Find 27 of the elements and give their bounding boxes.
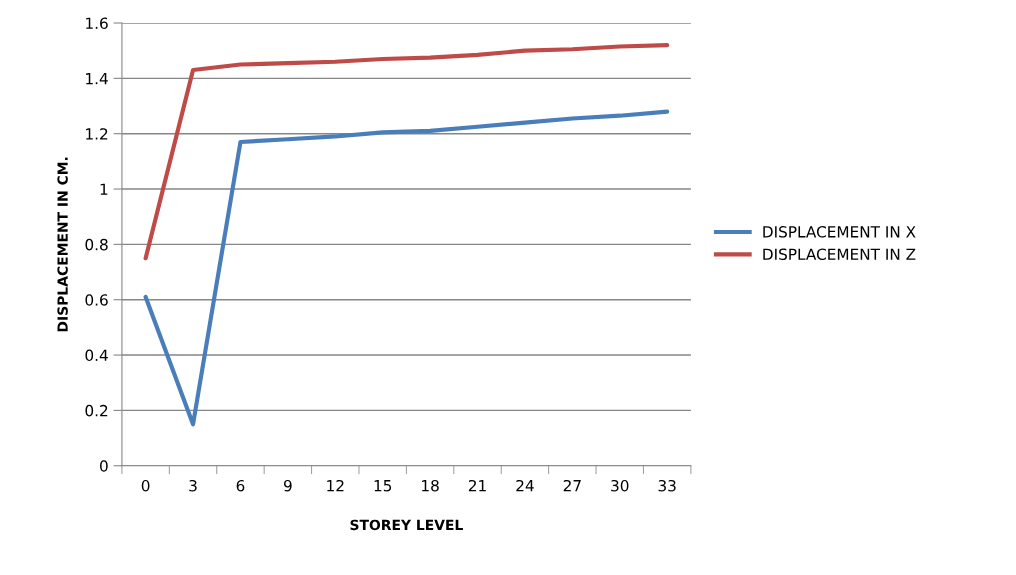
x-tick-label: 0: [141, 479, 150, 492]
legend-label: DISPLACEMENT IN X: [763, 226, 916, 238]
y-tick-label: 1.2: [86, 128, 108, 140]
x-tick-label: 9: [283, 479, 292, 492]
y-tick-label: 1: [100, 183, 108, 195]
x-tick-label: 30: [611, 479, 629, 492]
y-tick-label: 0.2: [85, 404, 108, 417]
line-series: [143, 43, 670, 261]
y-tick-label: 1.4: [86, 73, 108, 85]
y-tick-label: 0: [100, 460, 108, 472]
x-tick-label: 24: [516, 479, 534, 492]
x-tick-label: 6: [236, 479, 245, 492]
y-tick-label: 0.6: [85, 294, 108, 306]
x-tick-label: 27: [563, 479, 581, 492]
x-tick-label: 12: [327, 479, 344, 492]
y-tick-label: 0.4: [85, 349, 108, 362]
x-tick-label: 18: [422, 479, 439, 492]
x-tick-label: 3: [189, 479, 197, 492]
x-tick-label: 15: [374, 480, 392, 492]
line-series: [143, 109, 670, 427]
x-axis-title: STOREY LEVEL: [350, 519, 463, 531]
y-tick-label: 0.8: [85, 238, 108, 251]
x-tick-label: 21: [468, 479, 486, 492]
y-axis-title: DISPLACEMENT IN CM.: [57, 157, 68, 332]
y-tick-label: 1.6: [86, 17, 108, 30]
legend-label: DISPLACEMENT IN Z: [763, 248, 916, 261]
x-tick-label: 33: [658, 479, 676, 492]
